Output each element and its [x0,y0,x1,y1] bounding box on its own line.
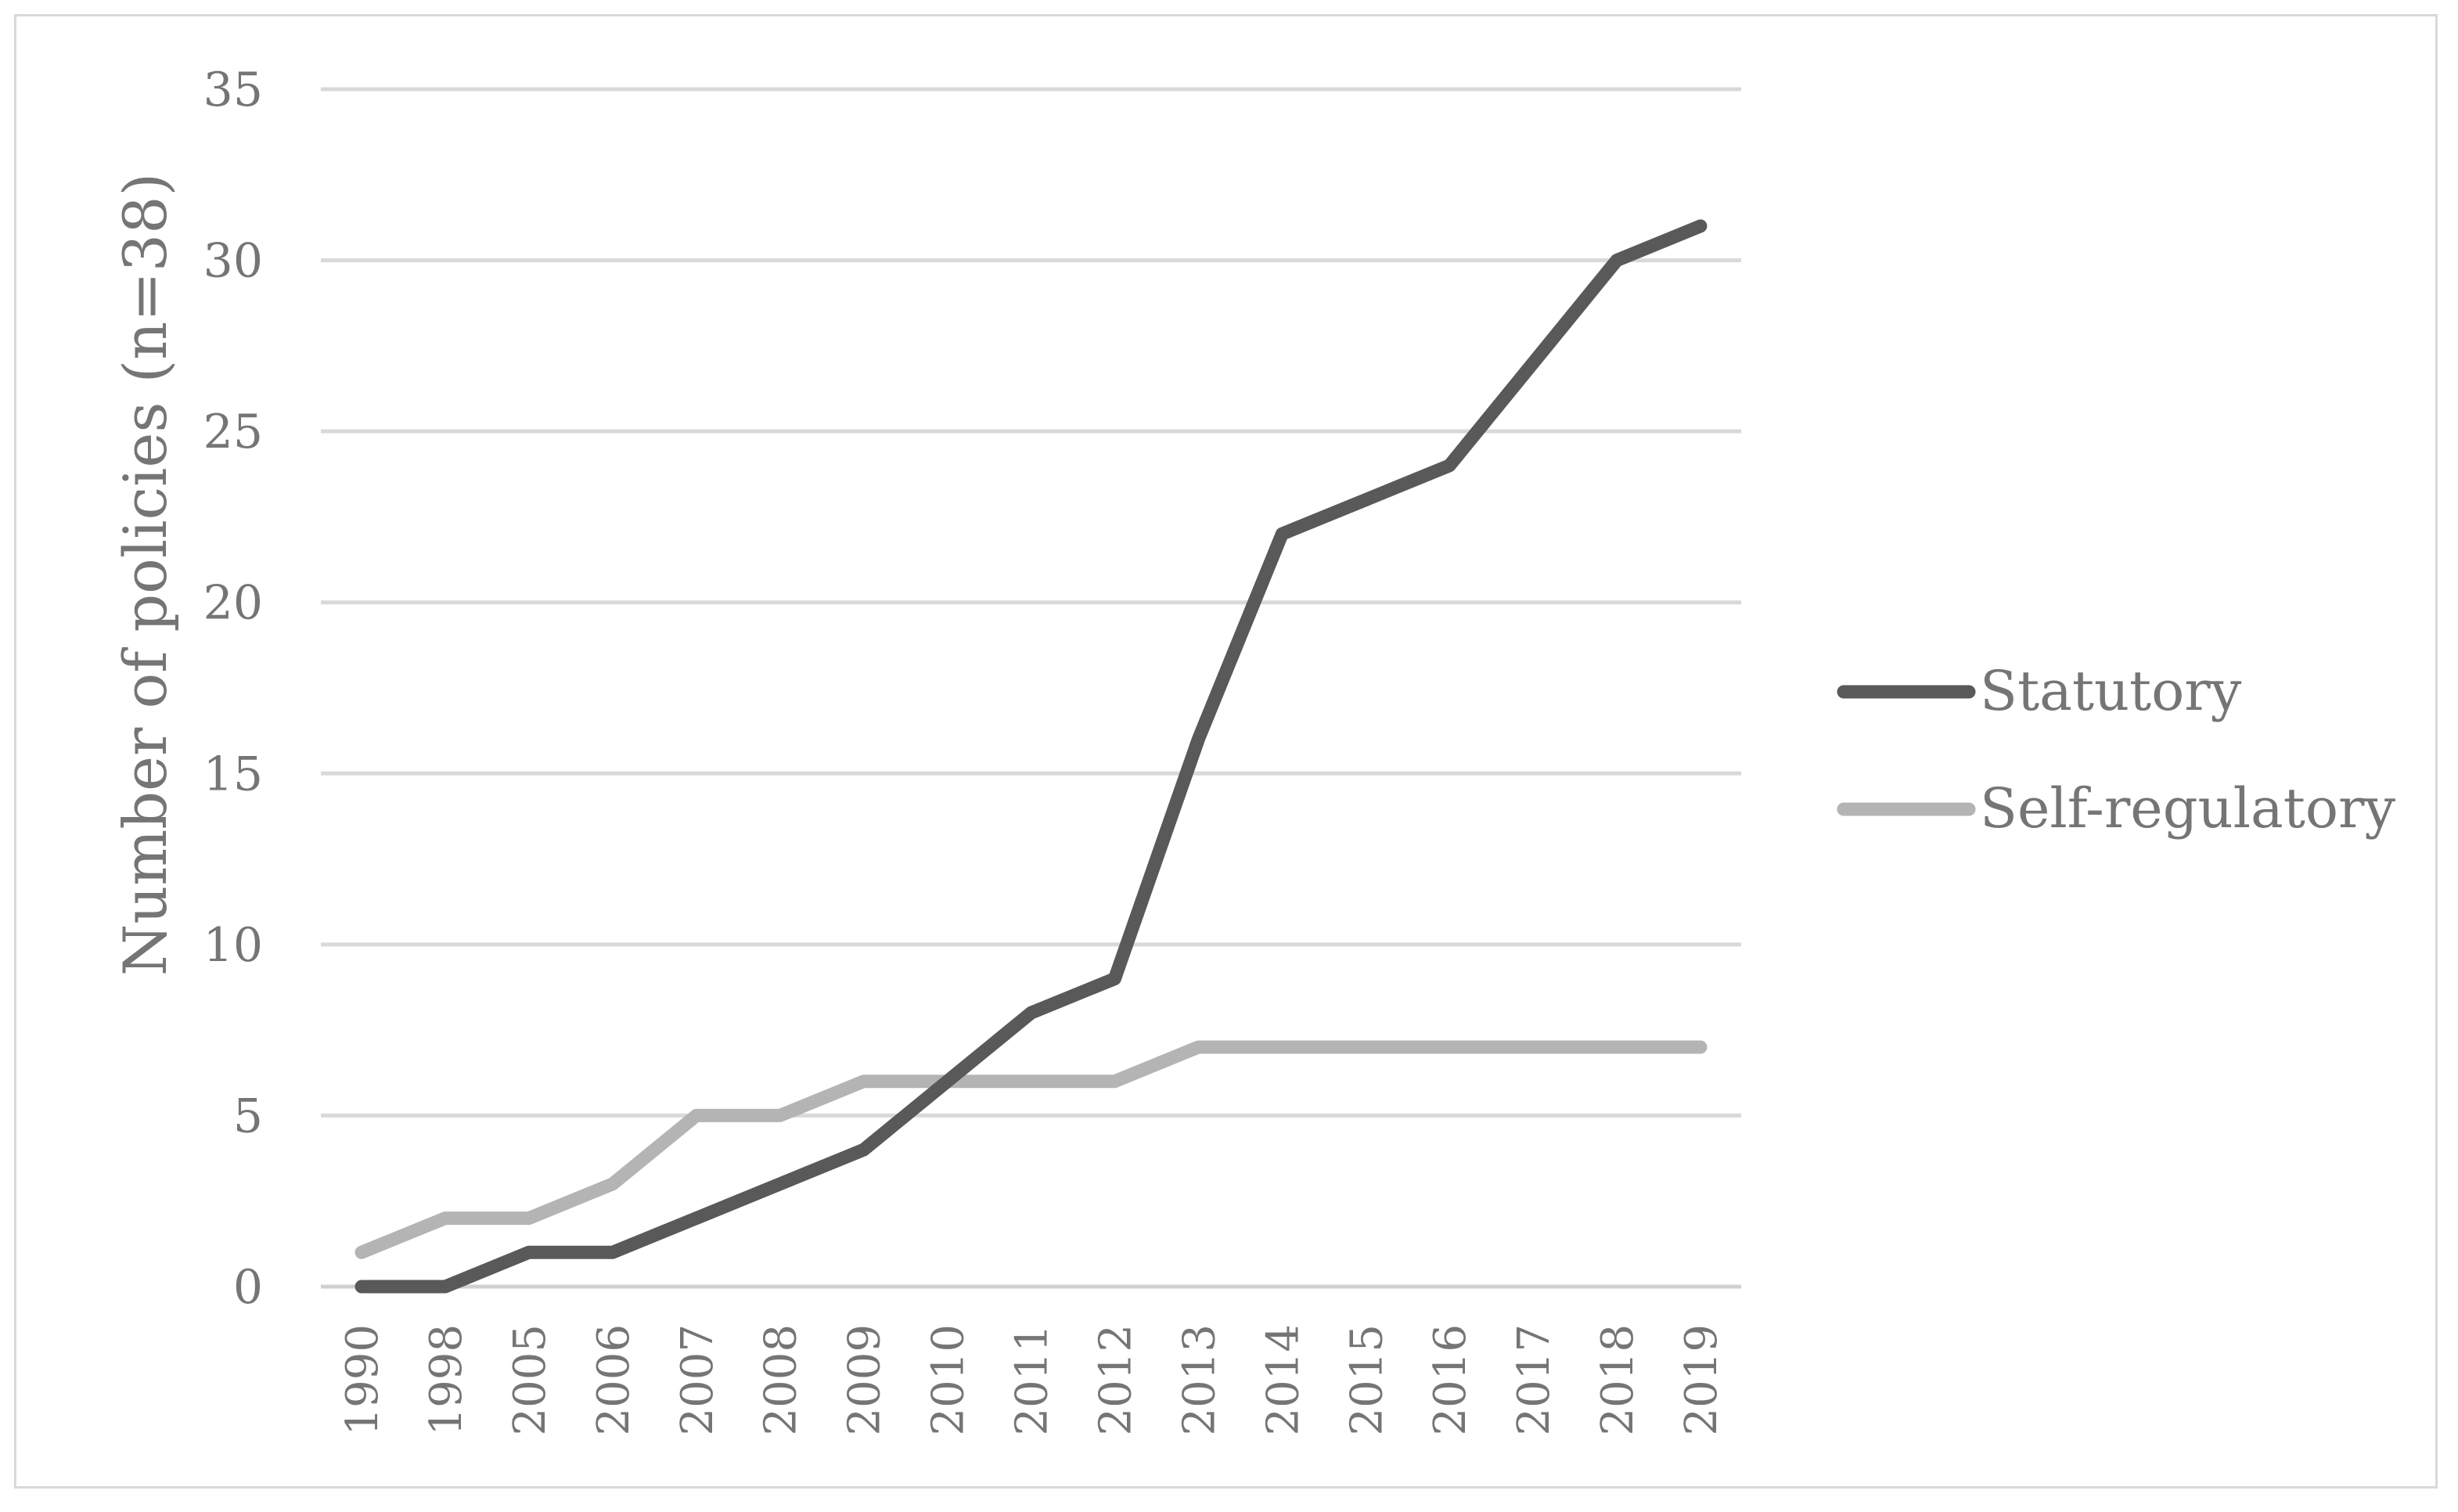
data-point [1449,464,1451,466]
data-point [444,1286,446,1287]
legend: Statutory Self-regulatory [1837,659,2395,841]
gridlines [321,87,1741,1289]
x-axis-ticks: 1990 1998 2005 2006 2007 2008 2009 2010 2011 2012… [337,1324,1727,1436]
data-point [1616,259,1618,261]
data-point [1532,1046,1535,1048]
y-tick-label: 0 [233,1260,263,1315]
legend-label: Statutory [1980,659,2242,723]
data-point [527,1251,530,1254]
data-point [1197,738,1200,740]
x-tick-label: 2014 [1258,1324,1308,1436]
x-tick-label: 2005 [505,1324,556,1436]
x-tick-label: 2016 [1425,1324,1476,1436]
data-point [611,1251,614,1254]
x-tick-label: 1998 [421,1324,472,1436]
data-point [1114,1080,1116,1082]
data-point [695,1217,697,1219]
x-tick-label: 2019 [1676,1324,1727,1436]
data-point [1281,533,1283,535]
data-point [1030,1012,1032,1014]
series-lines [354,219,1708,1294]
x-tick-label: 1990 [337,1324,388,1436]
data-point [1365,1046,1367,1048]
x-tick-label: 2010 [923,1324,974,1436]
y-tick-label: 35 [203,63,263,117]
data-point [695,1114,697,1117]
x-tick-label: 2008 [756,1324,807,1436]
series-line-1 [354,1040,1708,1259]
x-tick-label: 2011 [1007,1324,1058,1436]
y-tick-label: 25 [203,405,263,459]
data-point [361,1286,362,1287]
data-point [1197,1046,1200,1048]
data-point [1700,1046,1701,1048]
data-point [1365,499,1367,501]
data-point [1532,362,1535,364]
x-tick-label: 2018 [1592,1324,1643,1436]
data-point [1700,225,1701,227]
data-point [1281,1046,1283,1048]
x-tick-label: 2007 [672,1324,723,1436]
data-point [1449,1046,1451,1048]
y-tick-label: 5 [233,1089,263,1143]
data-point [862,1080,865,1082]
data-point [1616,1046,1618,1048]
data-point [779,1183,781,1185]
legend-label: Self-regulatory [1980,776,2395,841]
data-point [361,1251,362,1254]
y-tick-label: 30 [203,234,263,289]
data-point [1114,977,1116,980]
y-tick-label: 15 [203,747,263,801]
data-point [611,1183,614,1185]
x-tick-label: 2013 [1174,1324,1225,1436]
data-point [444,1217,446,1219]
x-tick-label: 2009 [840,1324,891,1436]
data-point [779,1114,781,1117]
data-point [946,1080,948,1082]
x-tick-label: 2015 [1341,1324,1392,1436]
y-axis-ticks: 0 5 10 15 20 25 30 35 [203,63,263,1315]
x-tick-label: 2012 [1090,1324,1141,1436]
series-line-0 [354,219,1708,1294]
data-point [527,1217,530,1219]
y-tick-label: 20 [203,576,263,631]
x-tick-label: 2017 [1509,1324,1560,1436]
data-point [1030,1080,1032,1082]
y-axis-title: Number of policies (n=38) [110,173,180,976]
y-tick-label: 10 [203,918,263,973]
data-point [862,1149,865,1151]
x-tick-label: 2006 [588,1324,639,1436]
